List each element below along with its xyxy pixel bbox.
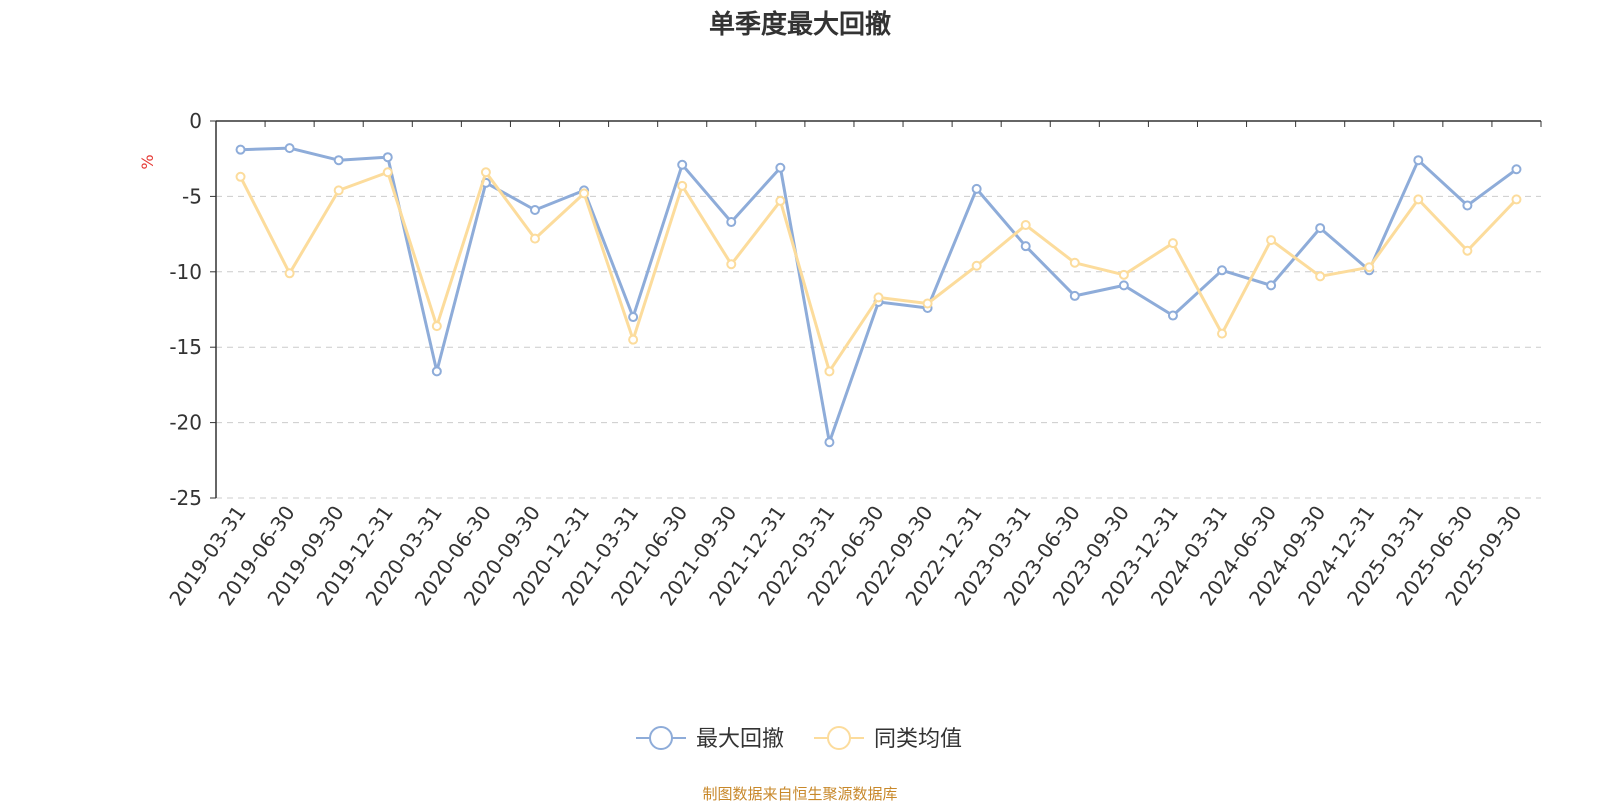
data-point [1217,265,1228,276]
data-point [1413,155,1424,166]
data-point [1020,241,1031,252]
data-point [1118,280,1129,291]
data-point [677,159,688,170]
data-point [824,366,835,377]
data-point [1167,238,1178,249]
data-point [971,260,982,271]
legend-marker [827,726,851,750]
data-point [480,167,491,178]
data-point [382,152,393,163]
data-point [1462,200,1473,211]
data-point [1511,194,1522,205]
y-tick-label: -25 [169,486,202,510]
data-point [726,217,737,228]
y-tick-label: 0 [189,109,202,133]
series-lines [235,143,1522,448]
y-axis-label: % [138,154,157,169]
legend-item[interactable]: 同类均值 [814,726,962,752]
y-tick-label: -15 [169,335,202,359]
y-tick-label: -5 [182,184,202,208]
data-point [284,268,295,279]
data-point [382,167,393,178]
data-point [1069,290,1080,301]
data-point [1266,280,1277,291]
data-point [431,321,442,332]
data-point [628,312,639,323]
data-point [235,171,246,182]
y-tick-label: -10 [169,260,202,284]
data-point [1462,245,1473,256]
data-point [1511,164,1522,175]
data-point [726,259,737,270]
data-point [284,143,295,154]
data-point [971,183,982,194]
axes [210,120,1542,499]
data-point [235,144,246,155]
data-source-note: 制图数据来自恒生聚源数据库 [702,785,898,803]
data-point [628,334,639,345]
y-tick-label: -20 [169,411,202,435]
series-2 [235,167,1522,377]
data-point [1118,269,1129,280]
data-point [1413,194,1424,205]
chart-title: 单季度最大回撤 [708,10,891,40]
data-point [677,180,688,191]
data-point [1315,223,1326,234]
data-point [431,366,442,377]
data-point [922,298,933,309]
data-point [333,185,344,196]
data-point [529,233,540,244]
legend[interactable]: 最大回撤 同类均值 [636,726,962,752]
data-point [775,162,786,173]
legend-label: 同类均值 [874,727,962,752]
data-point [1315,271,1326,282]
data-point [1167,310,1178,321]
grid-lines [216,195,1541,499]
y-tick-labels: 0 -5 -10 -15 -20 -25 [169,109,202,510]
data-point [529,204,540,215]
legend-item[interactable]: 最大回撤 [636,726,784,752]
data-point [873,292,884,303]
data-point [1364,262,1375,273]
data-point [775,195,786,206]
data-point [1069,257,1080,268]
data-point [579,188,590,199]
data-point [824,437,835,448]
data-point [1266,235,1277,246]
data-point [1020,220,1031,231]
x-tick-labels: 2019-03-312019-06-302019-09-302019-12-31… [164,501,1526,610]
legend-label: 最大回撤 [696,727,784,752]
data-point [333,155,344,166]
legend-marker [649,726,673,750]
data-point [1217,328,1228,339]
